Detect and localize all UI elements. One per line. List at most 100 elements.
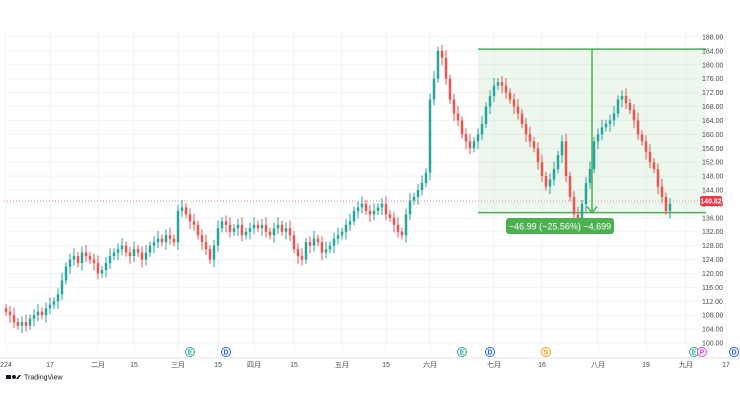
candle-body (624, 96, 628, 104)
candle (136, 244, 140, 257)
candle (200, 229, 204, 250)
candle-body (604, 123, 608, 128)
candle (352, 206, 356, 226)
candle (632, 104, 636, 129)
candle-body (276, 224, 280, 229)
candle (440, 44, 444, 66)
tradingview-logo-icon (6, 375, 21, 379)
candle (20, 316, 24, 334)
candle-body (616, 99, 620, 114)
y-tick-label: 168.00 (702, 104, 724, 111)
candle-body (640, 134, 644, 142)
candle-body (540, 162, 544, 177)
y-tick-label: 116.00 (702, 285, 723, 292)
candle-body (520, 113, 524, 124)
candle-body (56, 294, 60, 302)
candle-body (156, 238, 160, 243)
candle (528, 126, 532, 148)
grid (4, 30, 727, 350)
candle (284, 222, 288, 240)
candle (164, 229, 168, 250)
candle-body (512, 99, 516, 107)
candle-body (176, 210, 180, 243)
tradingview-watermark[interactable]: TradingView (6, 375, 63, 382)
candle (8, 305, 12, 323)
candle-body (320, 242, 324, 253)
event-marker-circle (185, 347, 195, 357)
event-marker[interactable]: S (541, 347, 551, 357)
measure-label-text: −46.99 (−25.56%) −4,699 (509, 222, 611, 232)
candle-body (88, 256, 92, 260)
candle (208, 244, 212, 264)
candle-body (208, 249, 212, 260)
candle (188, 208, 192, 229)
candle-body (76, 256, 80, 264)
candle (488, 90, 492, 115)
candle-body (600, 127, 604, 135)
candle (196, 220, 200, 240)
candle-body (212, 245, 216, 260)
measure-range[interactable] (478, 48, 706, 214)
candle (540, 154, 544, 182)
y-tick-label: 160.00 (702, 132, 724, 139)
candle (564, 133, 568, 182)
candle (52, 297, 56, 309)
candle (452, 93, 456, 122)
event-marker-label: D (487, 350, 492, 357)
event-marker[interactable]: E (457, 347, 467, 357)
event-marker[interactable]: D (729, 347, 739, 357)
y-tick-label: 132.00 (702, 229, 724, 236)
event-marker[interactable]: D (485, 347, 495, 357)
last-price-tag: 140.82 (700, 196, 722, 206)
candle-body (452, 99, 456, 114)
candle (296, 243, 300, 264)
candle (92, 253, 96, 271)
candle (412, 192, 416, 205)
candle-body (60, 280, 64, 295)
time-axis[interactable]: 224 17 二月 15 三月 15 四月 15 五月 15 六月 16 七月 八月 19 九月 17 (0, 357, 740, 369)
event-marker[interactable]: P (697, 347, 707, 357)
x-tick-label: 15 (290, 362, 298, 369)
candle-body (464, 134, 468, 142)
candle (392, 211, 396, 233)
candle-body (216, 228, 220, 246)
candle (424, 168, 428, 188)
candle-body (40, 311, 44, 316)
candle (116, 243, 120, 261)
candle-body (12, 315, 16, 323)
event-marker-circle (697, 347, 707, 357)
candle-body (628, 103, 632, 110)
candle-body (428, 99, 432, 173)
price-axis[interactable]: 100.00 104.00 108.00 112.00 116.00 120.00 124.… (702, 34, 724, 347)
candle (668, 198, 672, 219)
event-marker[interactable]: E (185, 347, 195, 357)
candle (332, 232, 336, 254)
event-marker[interactable]: D (221, 347, 231, 357)
candle-body (536, 148, 540, 163)
candle (556, 151, 560, 174)
candle-body (644, 141, 648, 152)
candle (368, 204, 372, 222)
candle (256, 220, 260, 233)
candle (112, 248, 116, 261)
measure-label-bg (506, 218, 614, 234)
candle-body (504, 85, 508, 93)
candle-body (192, 221, 196, 225)
candle (516, 98, 520, 120)
candle-body (592, 141, 596, 170)
candle-body (20, 322, 24, 326)
candle (572, 191, 576, 222)
x-tick-label: 八月 (591, 361, 605, 369)
candle-body (140, 252, 144, 260)
candle-body (236, 224, 240, 229)
candle (100, 265, 104, 278)
event-marker-label: D (223, 350, 228, 357)
candle (504, 78, 508, 99)
candle-body (308, 242, 312, 246)
x-tick-label: 16 (538, 362, 546, 369)
candle (224, 215, 228, 233)
candle (448, 74, 452, 104)
event-marker-circle (221, 347, 231, 357)
candle (96, 255, 100, 280)
